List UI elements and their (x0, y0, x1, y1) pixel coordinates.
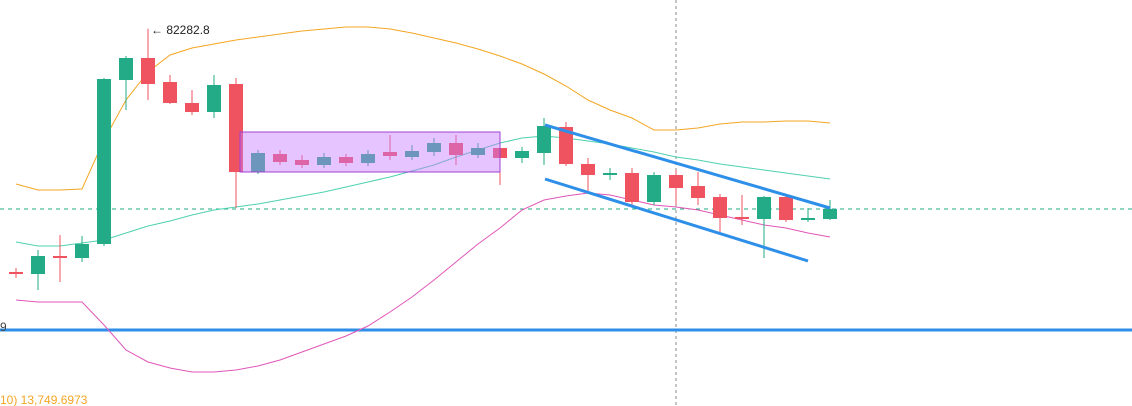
candle-body (163, 82, 177, 103)
candle-body (647, 175, 661, 202)
channel-line (544, 177, 809, 263)
plot (0, 26, 1132, 373)
indicator-label: (10) 13,749.6973 (0, 393, 88, 406)
candle-body (515, 151, 529, 158)
channel-line (544, 123, 831, 210)
candle-body (273, 154, 287, 162)
indicator-line (15, 192, 831, 373)
max-label: ← 82282.8 (151, 23, 210, 37)
candle-body (185, 103, 199, 112)
range-box (239, 131, 501, 173)
candle-body (427, 143, 441, 152)
candle-body (141, 58, 155, 84)
indicator-line (15, 135, 831, 247)
candle-body (581, 164, 595, 175)
candle-body (31, 256, 45, 274)
candle-body (669, 175, 683, 188)
candle-body (295, 160, 309, 165)
candle-body (559, 127, 573, 164)
candle-body (823, 209, 837, 219)
candle-body (251, 153, 265, 172)
candle-body (207, 85, 221, 112)
candle-body (801, 218, 815, 220)
candle-body (361, 154, 375, 163)
candle-body (691, 186, 705, 198)
candle-body (405, 151, 419, 157)
candle-body (537, 126, 551, 153)
candle-body (339, 157, 353, 163)
candle-body (757, 197, 771, 219)
candle-body (713, 197, 727, 218)
candle-body (75, 244, 89, 258)
level-label: 9 (0, 320, 7, 334)
candle-body (119, 58, 133, 80)
candle-body (471, 148, 485, 155)
candle-body (779, 197, 793, 220)
candle-body (449, 143, 463, 155)
candle-body (53, 256, 67, 258)
candle-body (97, 79, 111, 244)
candle-body (9, 272, 23, 274)
candle-body (317, 157, 331, 165)
candle-body (603, 173, 617, 175)
candle-body (625, 173, 639, 202)
candle-body (383, 152, 397, 156)
candle-body (735, 217, 749, 219)
